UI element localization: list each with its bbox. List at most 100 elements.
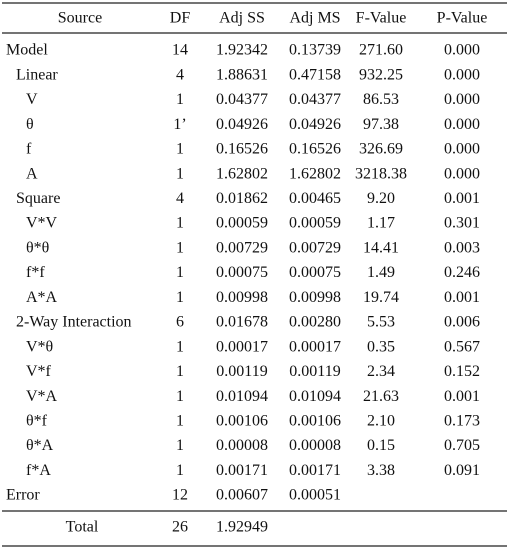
source-cell: θ*A <box>26 437 54 454</box>
adj-ss-cell: 0.01678 <box>216 314 268 331</box>
adj-ss-cell: 0.01862 <box>216 190 268 207</box>
df-cell: 1 <box>176 239 184 256</box>
source-cell: V*A <box>26 388 58 405</box>
f-value-cell: 97.38 <box>363 116 399 133</box>
f-value-cell: 14.41 <box>363 239 399 256</box>
adj-ms-cell: 0.00106 <box>289 412 341 429</box>
source-cell: Linear <box>16 66 58 83</box>
df-cell: 4 <box>176 66 184 83</box>
adj-ss-cell: 0.00998 <box>216 289 268 306</box>
adj-ss-cell: 1.92342 <box>216 42 268 59</box>
source-cell: A*A <box>26 289 58 306</box>
adj-ss-cell: 0.00729 <box>216 239 268 256</box>
adj-ss-cell: 0.00059 <box>216 215 268 232</box>
source-cell: θ <box>26 116 34 133</box>
f-value-cell: 2.34 <box>367 363 395 380</box>
df-cell: 1 <box>176 363 184 380</box>
df-total-cell: 26 <box>172 519 188 536</box>
adj-ms-cell: 0.00729 <box>289 239 341 256</box>
source-cell: θ*θ <box>26 239 49 256</box>
p-value-cell: 0.301 <box>444 215 480 232</box>
adj-ms-cell: 0.00051 <box>289 487 341 504</box>
adj-ms-cell: 0.13739 <box>289 42 341 59</box>
df-cell: 1 <box>176 289 184 306</box>
adj-ss-cell: 0.16526 <box>216 141 268 158</box>
adj-ss-cell: 0.04377 <box>216 91 268 108</box>
df-cell: 1 <box>176 338 184 355</box>
df-cell: 1’ <box>173 116 186 133</box>
f-value-cell: 0.35 <box>367 338 395 355</box>
p-value-cell: 0.006 <box>444 314 480 331</box>
adj-ss-total-cell: 1.92949 <box>216 519 268 536</box>
adj-ms-cell: 0.04926 <box>289 116 341 133</box>
adj-ms-cell: 1.62802 <box>289 165 341 182</box>
df-cell: 6 <box>176 314 184 331</box>
p-value-cell: 0.000 <box>444 165 480 182</box>
source-cell: Model <box>6 42 48 59</box>
source-cell: f*A <box>26 462 51 479</box>
df-cell: 1 <box>176 388 184 405</box>
adj-ms-cell: 0.00008 <box>289 437 341 454</box>
adj-ss-cell: 1.88631 <box>216 66 268 83</box>
f-value-cell: 1.49 <box>367 264 395 281</box>
p-value-cell: 0.000 <box>444 141 480 158</box>
df-cell: 4 <box>176 190 184 207</box>
adj-ss-cell: 0.00008 <box>216 437 268 454</box>
adj-ms-cell: 0.00998 <box>289 289 341 306</box>
adj-ss-cell: 0.00106 <box>216 412 268 429</box>
header-cell: F-Value <box>356 10 407 27</box>
adj-ms-cell: 0.47158 <box>289 66 341 83</box>
df-cell: 14 <box>172 42 188 59</box>
p-value-cell: 0.001 <box>444 289 480 306</box>
adj-ss-cell: 0.00017 <box>216 338 268 355</box>
source-cell: V*θ <box>26 338 53 355</box>
adj-ss-cell: 0.00075 <box>216 264 268 281</box>
p-value-cell: 0.001 <box>444 388 480 405</box>
adj-ms-cell: 0.00059 <box>289 215 341 232</box>
p-value-cell: 0.000 <box>444 42 480 59</box>
adj-ms-cell: 0.00280 <box>289 314 341 331</box>
source-cell: f <box>26 141 32 158</box>
header-cell: DF <box>170 10 191 27</box>
p-value-cell: 0.000 <box>444 116 480 133</box>
source-cell: 2-Way Interaction <box>16 314 132 331</box>
source-total-cell: Total <box>66 519 99 536</box>
header-cell: Adj MS <box>289 10 340 27</box>
header-cell: P-Value <box>437 10 488 27</box>
p-value-cell: 0.567 <box>444 338 480 355</box>
f-value-cell: 932.25 <box>359 66 403 83</box>
adj-ss-cell: 0.04926 <box>216 116 268 133</box>
p-value-cell: 0.091 <box>444 462 480 479</box>
f-value-cell: 21.63 <box>363 388 399 405</box>
adj-ms-cell: 0.00119 <box>289 363 340 380</box>
source-cell: V*V <box>26 215 58 232</box>
adj-ms-cell: 0.04377 <box>289 91 341 108</box>
f-value-cell: 1.17 <box>367 215 395 232</box>
p-value-cell: 0.246 <box>444 264 480 281</box>
p-value-cell: 0.152 <box>444 363 480 380</box>
df-cell: 1 <box>176 141 184 158</box>
adj-ss-cell: 0.00171 <box>216 462 268 479</box>
f-value-cell: 3.38 <box>367 462 395 479</box>
f-value-cell: 326.69 <box>359 141 403 158</box>
adj-ms-cell: 0.00465 <box>289 190 341 207</box>
adj-ms-cell: 0.00017 <box>289 338 341 355</box>
f-value-cell: 0.15 <box>367 437 395 454</box>
f-value-cell: 271.60 <box>359 42 403 59</box>
source-cell: V*f <box>26 363 52 380</box>
source-cell: θ*f <box>26 412 48 429</box>
adj-ss-cell: 0.01094 <box>216 388 268 405</box>
source-cell: V <box>26 91 38 108</box>
df-cell: 1 <box>176 215 184 232</box>
source-cell: f*f <box>26 264 45 281</box>
p-value-cell: 0.001 <box>444 190 480 207</box>
df-cell: 1 <box>176 165 184 182</box>
df-cell: 1 <box>176 91 184 108</box>
p-value-cell: 0.000 <box>444 66 480 83</box>
adj-ss-cell: 0.00607 <box>216 487 268 504</box>
df-cell: 1 <box>176 264 184 281</box>
f-value-cell: 19.74 <box>363 289 399 306</box>
adj-ss-cell: 1.62802 <box>216 165 268 182</box>
df-cell: 1 <box>176 437 184 454</box>
